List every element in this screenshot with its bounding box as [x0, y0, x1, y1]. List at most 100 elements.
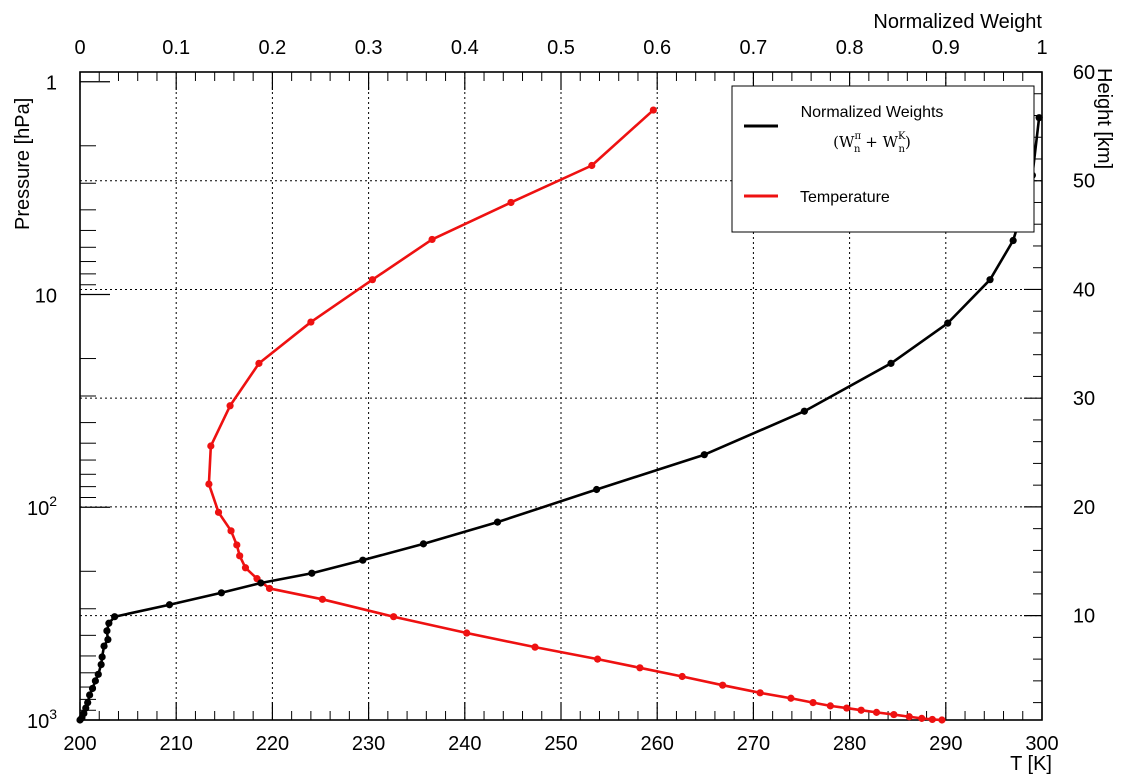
data-point: [214, 508, 223, 516]
x-tick-label-bottom: 220: [256, 733, 289, 755]
x-tick-label-top: 0.7: [739, 37, 767, 59]
data-point: [84, 699, 92, 707]
data-point: [100, 642, 108, 650]
x-tick-label-bottom: 280: [833, 733, 866, 755]
data-point: [82, 704, 90, 712]
y-tick-label-left: 1: [46, 73, 57, 95]
data-point: [111, 613, 119, 621]
x-tick-label-top: 0.6: [643, 37, 671, 59]
data-point: [809, 699, 817, 707]
data-point: [1035, 114, 1043, 122]
x-tick-label-top: 1: [1036, 37, 1047, 59]
x-tick-label-top: 0.8: [836, 37, 864, 59]
y-tick-label-right: 20: [1073, 497, 1095, 519]
data-point: [86, 691, 94, 699]
y-tick-label-right: 50: [1073, 171, 1095, 193]
x-tick-label-bottom: 240: [448, 733, 481, 755]
data-point: [592, 485, 601, 494]
data-point: [76, 716, 84, 724]
legend-label-weights: Normalized Weights: [801, 104, 944, 121]
data-point: [1009, 236, 1017, 245]
x-tick-label-bottom: 250: [544, 733, 577, 755]
data-point: [104, 635, 112, 644]
data-point: [241, 564, 250, 572]
data-point: [938, 716, 946, 724]
data-point: [88, 684, 97, 693]
y-axis-title-right: Height [km]: [1093, 68, 1115, 169]
data-point: [103, 627, 111, 635]
data-point: [678, 672, 686, 681]
series-temperature: [205, 106, 946, 724]
data-point: [390, 613, 398, 621]
x-tick-label-top: 0.1: [162, 37, 190, 59]
data-point: [318, 595, 327, 603]
data-point: [307, 318, 315, 326]
data-point: [359, 556, 367, 564]
data-point: [890, 710, 898, 719]
data-point: [257, 579, 265, 587]
x-axis-title-top: Normalized Weight: [873, 11, 1042, 33]
grid-lines: [80, 72, 1042, 720]
data-point: [636, 664, 644, 672]
x-tick-label-top: 0.2: [258, 37, 286, 59]
data-point: [98, 653, 106, 661]
data-point: [787, 694, 795, 702]
formula-sub-n2: n: [899, 144, 906, 155]
data-point: [97, 660, 105, 669]
data-point: [217, 589, 226, 597]
data-point: [872, 708, 881, 716]
x-tick-label-bottom: 200: [63, 733, 96, 755]
x-tick-label-top: 0.4: [451, 37, 479, 59]
data-point: [227, 527, 235, 535]
data-point: [493, 518, 502, 526]
data-point: [165, 601, 174, 609]
data-point: [843, 704, 851, 712]
data-point: [207, 442, 215, 450]
data-point: [800, 407, 808, 415]
y-tick-label-right: 10: [1073, 606, 1095, 628]
legend: Normalized Weights (Wπ n + WK n) Temperatu…: [731, 85, 1035, 233]
data-point: [649, 106, 657, 114]
data-point: [826, 702, 834, 710]
y-tick-label-left: 102: [27, 493, 57, 520]
legend-label-temperature: Temperature: [800, 189, 890, 206]
y-tick-label-right: 60: [1073, 62, 1095, 84]
legend-formula-weights: (Wπ n + WK n): [833, 131, 911, 155]
x-tick-label-bottom: 230: [352, 733, 385, 755]
x-tick-label-top: 0.9: [932, 37, 960, 59]
formula-part-0: (W: [833, 133, 855, 151]
x-tick-label-bottom: 210: [160, 733, 193, 755]
x-tick-label-bottom: 270: [737, 733, 770, 755]
x-tick-label-bottom: 300: [1025, 733, 1058, 755]
formula-sub-n1: n: [854, 144, 861, 155]
data-point: [756, 689, 764, 697]
y-tick-label-right: 30: [1073, 388, 1095, 410]
data-point: [265, 584, 274, 593]
data-point: [308, 569, 316, 577]
data-point: [944, 319, 952, 327]
data-point: [463, 629, 471, 637]
data-point: [887, 359, 895, 367]
data-point: [700, 451, 708, 459]
y-tick-label-left: 10: [35, 285, 57, 307]
legend-box: [731, 85, 1035, 233]
data-point: [419, 540, 428, 548]
data-point: [928, 715, 936, 724]
x-tick-label-bottom: 260: [641, 733, 674, 755]
formula-plus-w: + W: [860, 133, 898, 151]
x-tick-label-top: 0.5: [547, 37, 575, 59]
data-point: [226, 402, 234, 410]
data-point: [593, 655, 602, 663]
x-axis-title-bottom: T [K]: [1010, 753, 1052, 775]
data-point: [105, 619, 113, 627]
data-point: [205, 480, 213, 488]
y-tick-exponent: 3: [49, 706, 57, 722]
data-point: [368, 276, 377, 284]
series-layer: [76, 106, 1043, 724]
data-point: [255, 359, 263, 367]
data-point: [94, 670, 102, 678]
formula-close: ): [905, 133, 911, 151]
data-point: [588, 161, 596, 170]
y-tick-label-left: 103: [27, 706, 57, 733]
